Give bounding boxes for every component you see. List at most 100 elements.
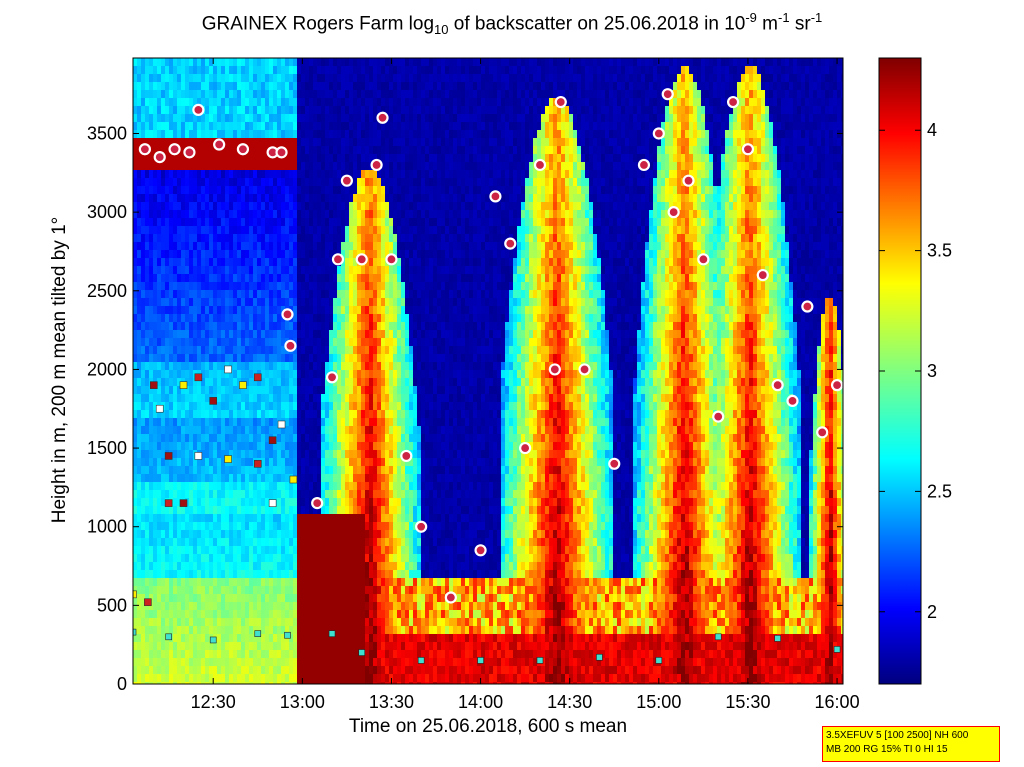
cloud-base-marker: [608, 457, 621, 470]
cloud-base-marker: [355, 253, 368, 266]
aerosol-layer-marker: [714, 633, 722, 641]
y-tick-label: 0: [117, 674, 127, 694]
cloud-base-marker: [236, 143, 250, 156]
aerosol-layer-marker: [833, 646, 841, 653]
cloud-base-marker: [816, 426, 829, 439]
x-tick-label: 15:30: [725, 692, 770, 712]
cloud-base-marker: [548, 363, 561, 376]
cloud-base-marker: [370, 158, 383, 172]
cloud-base-marker: [533, 158, 547, 172]
processing-info-box: 3.5XEFUV 5 [100 2500] NH 600 MB 200 RG 1…: [822, 726, 1000, 762]
x-tick-label: 16:00: [815, 692, 860, 712]
y-tick-label: 2000: [87, 359, 127, 379]
aerosol-layer-marker: [417, 657, 425, 664]
aerosol-layer-marker: [209, 636, 217, 644]
aerosol-layer-marker: [165, 633, 172, 641]
colorbar-tick-label: 3.5: [927, 241, 952, 261]
cloud-base-marker: [489, 190, 502, 203]
x-tick-label: 14:30: [547, 692, 592, 712]
colorbar-tick-label: 3: [927, 361, 937, 381]
cloud-base-marker: [376, 111, 389, 124]
cloud-base-marker: [637, 158, 651, 172]
boundary-layer-marker: [239, 381, 247, 389]
cloud-base-marker: [138, 143, 151, 156]
aerosol-layer-marker: [254, 630, 262, 637]
colorbar-ticks: 2 2.5 3 3.5 4: [879, 120, 952, 622]
cloud-base-marker: [519, 441, 532, 455]
aerosol-layer-marker: [536, 657, 544, 664]
boundary-layer-marker: [194, 452, 203, 460]
boundary-layer-marker: [277, 420, 286, 429]
boundary-layer-marker: [289, 475, 298, 484]
cloud-base-marker: [340, 174, 353, 187]
x-axis-ticks: 12:30 13:00 13:30 14:00 14:30 15:00 15:30 16:00: [191, 58, 860, 712]
boundary-layer-marker: [155, 404, 164, 413]
aerosol-layer-marker: [655, 657, 663, 664]
colorbar: [878, 57, 922, 685]
boundary-layer-marker: [268, 436, 277, 445]
boundary-layer-marker: [133, 590, 137, 599]
x-axis-label: Time on 25.06.2018, 600 s mean: [348, 716, 628, 737]
cloud-base-marker: [183, 146, 196, 159]
colorbar-tick-label: 4: [927, 120, 937, 140]
cloud-base-marker: [667, 206, 680, 219]
cloud-base-marker: [281, 308, 294, 321]
y-tick-label: 3500: [87, 123, 127, 143]
cloud-base-marker: [311, 497, 324, 510]
boundary-layer-marker: [224, 455, 232, 463]
y-tick-label: 1500: [87, 438, 127, 458]
cloud-base-marker: [474, 544, 487, 557]
markers-group: [133, 88, 843, 664]
cloud-base-marker: [400, 449, 413, 463]
boundary-layer-marker: [209, 397, 218, 405]
aerosol-layer-marker: [328, 630, 336, 637]
cloud-base-marker: [275, 146, 288, 159]
cloud-base-marker: [153, 150, 166, 164]
x-tick-label: 13:00: [280, 692, 325, 712]
boundary-layer-marker: [224, 365, 232, 374]
cloud-base-marker: [741, 143, 755, 156]
x-tick-label: 15:00: [636, 692, 681, 712]
cloud-base-marker: [697, 253, 710, 266]
boundary-layer-marker: [268, 499, 277, 507]
y-axis-ticks: 0 500 1000 1500 2000 2500 3000 3500: [87, 123, 843, 694]
aerosol-layer-marker: [284, 631, 291, 639]
boundary-layer-marker: [179, 499, 188, 507]
x-tick-label: 12:30: [191, 692, 236, 712]
y-axis-label: Height in m, 200 m mean tilted by 1°: [49, 216, 70, 524]
boundary-layer-marker: [164, 499, 173, 507]
chart-title: GRAINEX Rogers Farm log10 of backscatter…: [201, 10, 823, 38]
cloud-base-marker: [554, 95, 567, 109]
cloud-base-marker: [652, 127, 665, 140]
cloud-base-marker: [756, 268, 769, 282]
boundary-layer-marker: [194, 373, 203, 382]
x-tick-label: 14:00: [458, 692, 503, 712]
colorbar-tick-label: 2.5: [927, 481, 952, 501]
cloud-base-marker: [168, 143, 181, 156]
cloud-base-marker: [786, 394, 799, 407]
boundary-layer-marker: [253, 373, 262, 382]
colorbar-tick-label: 2: [927, 602, 937, 622]
cloud-base-marker: [385, 253, 398, 266]
cloud-base-marker: [578, 363, 591, 376]
cloud-base-marker: [726, 95, 740, 109]
aerosol-layer-marker: [596, 653, 603, 661]
cloud-base-marker: [415, 520, 428, 533]
cloud-base-marker: [192, 103, 205, 117]
cloud-base-marker: [444, 591, 457, 604]
aerosol-layer-marker: [774, 635, 781, 642]
cloud-base-marker: [331, 253, 345, 266]
cloud-base-marker: [830, 379, 843, 392]
y-tick-label: 500: [97, 595, 127, 615]
plot-frame: [132, 57, 844, 685]
boundary-layer-marker: [253, 459, 262, 468]
y-tick-label: 2500: [87, 281, 127, 301]
cloud-base-marker: [801, 300, 814, 313]
processing-info-line-2: MB 200 RG 15% TI 0 HI 15: [826, 744, 948, 755]
cloud-base-marker: [213, 138, 226, 151]
x-tick-label: 13:30: [369, 692, 414, 712]
cloud-base-marker: [325, 371, 339, 384]
plot-area: [133, 58, 843, 684]
cloud-base-marker: [284, 339, 297, 352]
